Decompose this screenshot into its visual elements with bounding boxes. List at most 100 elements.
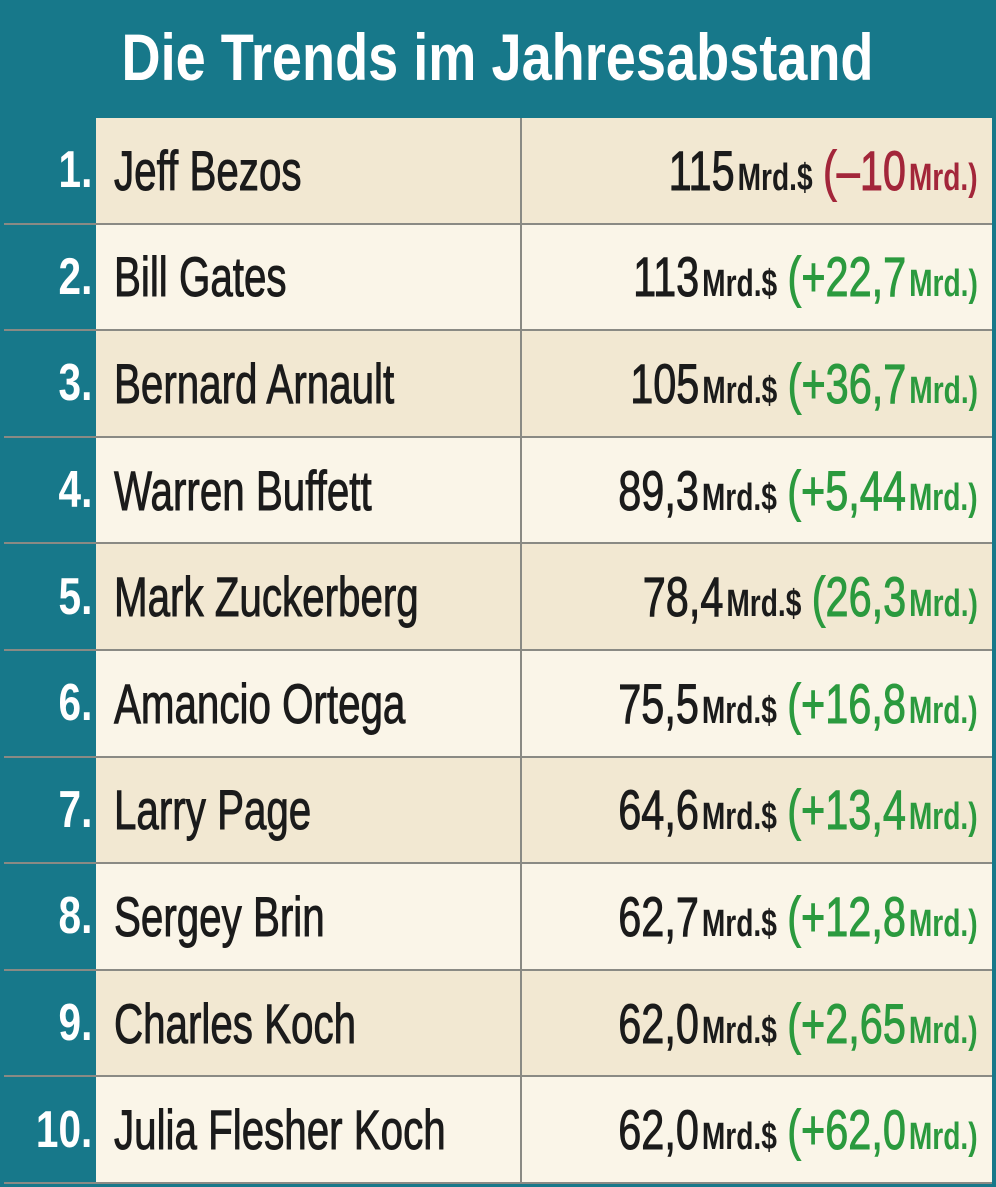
change-unit: Mrd.) — [909, 369, 978, 412]
value: 113 — [633, 245, 700, 309]
table-row: 5. Mark Zuckerberg 78,4Mrd.$ (26,3Mrd.) — [4, 544, 992, 651]
value: 115 — [668, 138, 736, 202]
change: (+36,7 — [787, 351, 907, 415]
table-row: 2. Bill Gates 113Mrd.$ (+22,7Mrd.) — [4, 224, 992, 332]
rank-cell: 5. — [4, 544, 96, 649]
name-cell: Sergey Brin — [96, 864, 522, 969]
unit: Mrd.$ — [702, 1009, 778, 1052]
rank-cell: 6. — [4, 651, 96, 756]
change: (+2,65 — [787, 991, 907, 1055]
value-group: 62,0Mrd.$ (+62,0Mrd.) — [618, 1097, 978, 1162]
change: (–10 — [823, 138, 907, 202]
value: 62,7 — [618, 884, 700, 948]
name-cell: Amancio Ortega — [96, 651, 522, 756]
name-cell: Julia Flesher Koch — [96, 1077, 522, 1182]
rank: 9. — [58, 994, 92, 1053]
change-unit: Mrd.) — [909, 689, 978, 732]
rank: 2. — [58, 247, 92, 306]
value-cell: 62,0Mrd.$ (+62,0Mrd.) — [522, 1077, 992, 1182]
value-group: 105Mrd.$ (+36,7Mrd.) — [630, 351, 978, 416]
change-group: (26,3Mrd.) — [811, 565, 978, 629]
name: Julia Flesher Koch — [114, 1098, 446, 1162]
change-group: (+12,8Mrd.) — [787, 884, 978, 948]
value-cell: 113Mrd.$ (+22,7Mrd.) — [522, 225, 992, 330]
title: Die Trends im Jahresabstand — [122, 20, 874, 94]
name: Sergey Brin — [114, 884, 325, 948]
rank-cell: 9. — [4, 970, 96, 1076]
table-row: 10. Julia Flesher Koch 62,0Mrd.$ (+62,0Mrd.… — [4, 1077, 992, 1184]
name: Mark Zuckerberg — [114, 565, 419, 629]
unit: Mrd.$ — [702, 902, 778, 945]
value-group: 75,5Mrd.$ (+16,8Mrd.) — [618, 671, 978, 736]
change-unit: Mrd.) — [909, 902, 978, 945]
change-group: (+5,44Mrd.) — [787, 458, 978, 522]
value: 62,0 — [618, 991, 700, 1055]
value-cell: 78,4Mrd.$ (26,3Mrd.) — [522, 544, 992, 649]
change: (+13,4 — [787, 778, 907, 842]
table-row: 7. Larry Page 64,6Mrd.$ (+13,4Mrd.) — [4, 757, 992, 865]
table-row: 6. Amancio Ortega 75,5Mrd.$ (+16,8Mrd.) — [4, 651, 992, 758]
change-group: (+36,7Mrd.) — [787, 351, 978, 415]
change: (+16,8 — [787, 671, 907, 735]
name-cell: Mark Zuckerberg — [96, 544, 522, 649]
change-group: (+62,0Mrd.) — [787, 1098, 978, 1162]
value-cell: 62,7Mrd.$ (+12,8Mrd.) — [522, 864, 992, 969]
rank: 1. — [58, 141, 92, 200]
change-group: (–10Mrd.) — [823, 138, 978, 202]
value-group: 113Mrd.$ (+22,7Mrd.) — [633, 244, 978, 309]
name: Bill Gates — [114, 245, 287, 309]
table: 1. Jeff Bezos 115Mrd.$ (–10Mrd.) 2. Bill Gate… — [4, 118, 992, 1184]
change: (+22,7 — [787, 245, 907, 309]
unit: Mrd.$ — [737, 156, 814, 199]
name-cell: Bill Gates — [96, 224, 522, 330]
value-cell: 75,5Mrd.$ (+16,8Mrd.) — [522, 651, 992, 756]
value: 89,3 — [618, 458, 700, 522]
value: 62,0 — [618, 1098, 700, 1162]
change: (+12,8 — [787, 884, 907, 948]
name-cell: Bernard Arnault — [96, 331, 522, 436]
change: (+62,0 — [787, 1098, 907, 1162]
value: 75,5 — [618, 671, 700, 735]
unit: Mrd.$ — [702, 1116, 778, 1159]
value-cell: 105Mrd.$ (+36,7Mrd.) — [522, 331, 992, 436]
rank: 8. — [58, 887, 92, 946]
unit: Mrd.$ — [702, 263, 778, 306]
value: 105 — [630, 351, 700, 415]
change-unit: Mrd.) — [909, 263, 978, 306]
rank: 5. — [58, 567, 92, 626]
value-cell: 115Mrd.$ (–10Mrd.) — [522, 118, 992, 223]
value-cell: 64,6Mrd.$ (+13,4Mrd.) — [522, 758, 992, 863]
rank: 3. — [58, 354, 92, 413]
rank-cell: 2. — [4, 224, 96, 330]
change-unit: Mrd.) — [909, 1116, 978, 1159]
change-group: (+2,65Mrd.) — [787, 991, 978, 1055]
name: Amancio Ortega — [114, 671, 406, 735]
rank: 6. — [58, 674, 92, 733]
value-cell: 62,0Mrd.$ (+2,65Mrd.) — [522, 971, 992, 1076]
rank-cell: 8. — [4, 864, 96, 969]
rank-cell: 1. — [4, 118, 96, 223]
name-cell: Warren Buffett — [96, 437, 522, 543]
change-group: (+13,4Mrd.) — [787, 778, 978, 842]
table-row: 9. Charles Koch 62,0Mrd.$ (+2,65Mrd.) — [4, 970, 992, 1078]
table-row: 3. Bernard Arnault 105Mrd.$ (+36,7Mrd.) — [4, 331, 992, 438]
change-unit: Mrd.) — [909, 1009, 978, 1052]
change-unit: Mrd.) — [909, 476, 978, 519]
value-group: 62,7Mrd.$ (+12,8Mrd.) — [618, 884, 978, 949]
name: Warren Buffett — [114, 458, 372, 522]
unit: Mrd.$ — [702, 689, 778, 732]
rank: 10. — [35, 1100, 92, 1159]
value-cell: 89,3Mrd.$ (+5,44Mrd.) — [522, 438, 992, 543]
name-cell: Charles Koch — [96, 970, 522, 1076]
name: Charles Koch — [114, 991, 357, 1055]
change-group: (+16,8Mrd.) — [787, 671, 978, 735]
name: Jeff Bezos — [114, 138, 302, 202]
name-cell: Larry Page — [96, 757, 522, 863]
unit: Mrd.$ — [702, 369, 778, 412]
value-group: 89,3Mrd.$ (+5,44Mrd.) — [618, 458, 978, 523]
value-group: 115Mrd.$ (–10Mrd.) — [669, 138, 978, 203]
rank: 7. — [58, 780, 92, 839]
value: 64,6 — [618, 778, 700, 842]
change-unit: Mrd.) — [909, 156, 978, 199]
